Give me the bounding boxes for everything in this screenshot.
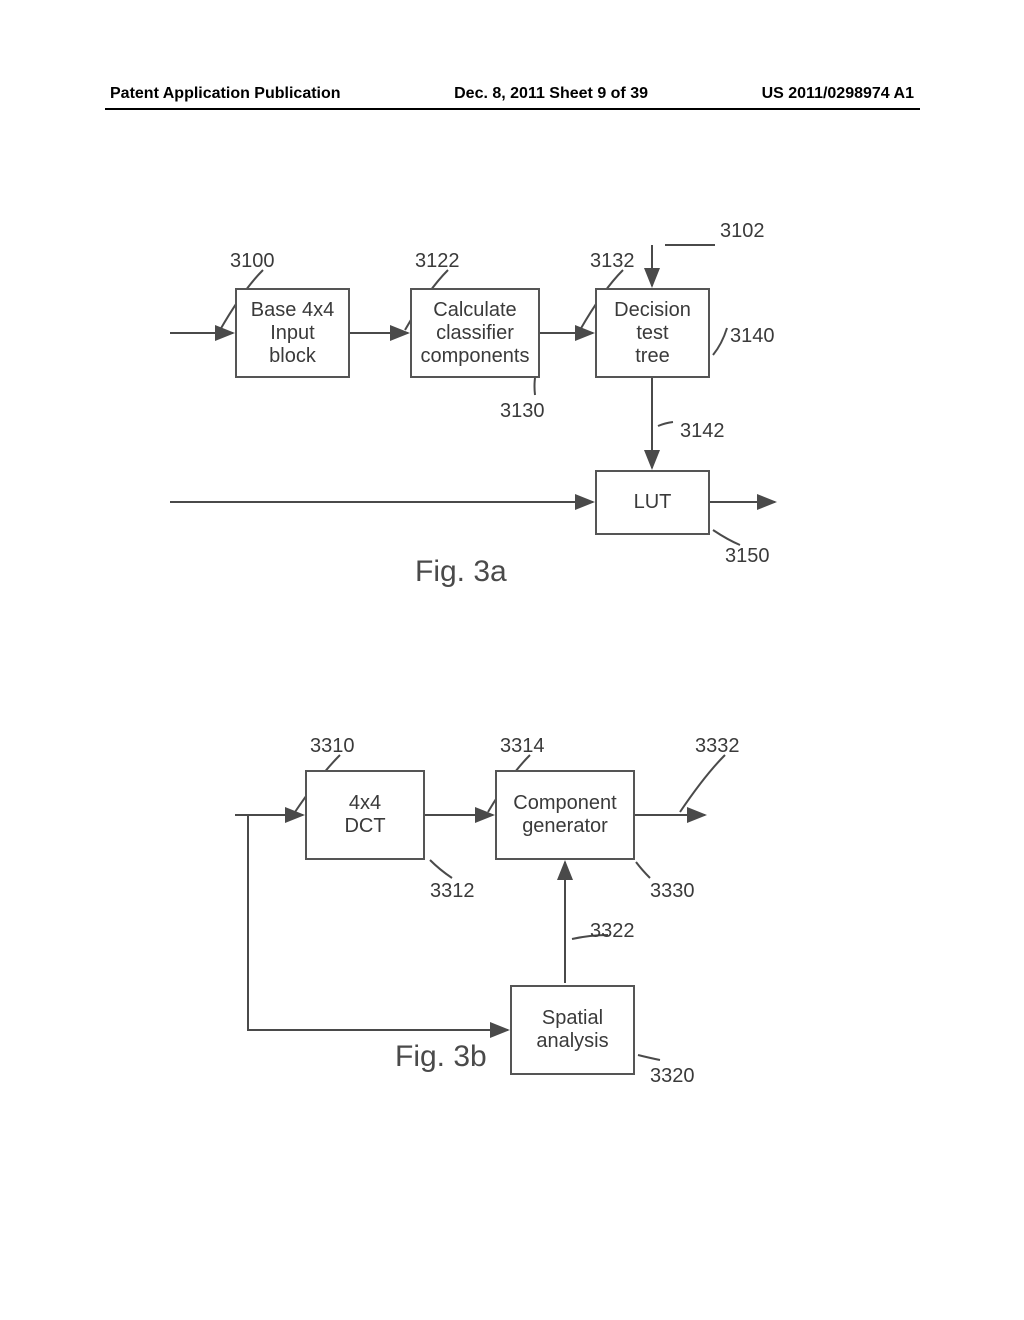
fig3a-box-inputBlock-label: Base 4x4Inputblock: [251, 299, 334, 368]
fig3a-box-classifier-label: Calculateclassifiercomponents: [421, 299, 530, 368]
fig3b-ref-r3320: 3320: [650, 1065, 695, 1088]
fig3b-box-spatial: Spatialanalysis: [510, 985, 635, 1075]
fig3b-ref-r3322: 3322: [590, 920, 635, 943]
diagram-svg: [0, 0, 1024, 1320]
fig3a-box-inputBlock: Base 4x4Inputblock: [235, 288, 350, 378]
fig3a-ref-r3130: 3130: [500, 400, 545, 423]
fig3b-ref-r3314: 3314: [500, 735, 545, 758]
fig3a-box-classifier: Calculateclassifiercomponents: [410, 288, 540, 378]
fig3a-ref-r3132: 3132: [590, 250, 635, 273]
fig3b-ref-r3310: 3310: [310, 735, 355, 758]
fig3b-box-spatial-label: Spatialanalysis: [536, 1007, 608, 1053]
fig3b-box-dct-label: 4x4DCT: [344, 792, 385, 838]
header-center: Dec. 8, 2011 Sheet 9 of 39: [454, 85, 648, 103]
fig3b-caption: Fig. 3b: [395, 1040, 487, 1074]
fig3a-ref-r3140: 3140: [730, 325, 775, 348]
fig3a-ref-r3100: 3100: [230, 250, 275, 273]
header-right: US 2011/0298974 A1: [762, 85, 914, 103]
fig3a-ref-r3122: 3122: [415, 250, 460, 273]
header-left: Patent Application Publication: [110, 85, 341, 103]
fig3b-ref-r3332: 3332: [695, 735, 740, 758]
fig3a-box-decision-label: Decisiontesttree: [614, 299, 691, 368]
fig3a-box-lut: LUT: [595, 470, 710, 535]
fig3b-box-compGen-label: Componentgenerator: [513, 792, 616, 838]
fig3a-caption: Fig. 3a: [415, 555, 507, 589]
fig3b-box-dct: 4x4DCT: [305, 770, 425, 860]
fig3a-box-decision: Decisiontesttree: [595, 288, 710, 378]
page-header: Patent Application Publication Dec. 8, 2…: [0, 85, 1024, 103]
fig3a-ref-r3142: 3142: [680, 420, 725, 443]
fig3b-box-compGen: Componentgenerator: [495, 770, 635, 860]
fig3b-ref-r3312: 3312: [430, 880, 475, 903]
fig3a-ref-r3150: 3150: [725, 545, 770, 568]
fig3a-box-lut-label: LUT: [634, 491, 672, 514]
fig3b-ref-r3330: 3330: [650, 880, 695, 903]
header-rule: [105, 108, 920, 110]
fig3a-ref-r3102: 3102: [720, 220, 765, 243]
